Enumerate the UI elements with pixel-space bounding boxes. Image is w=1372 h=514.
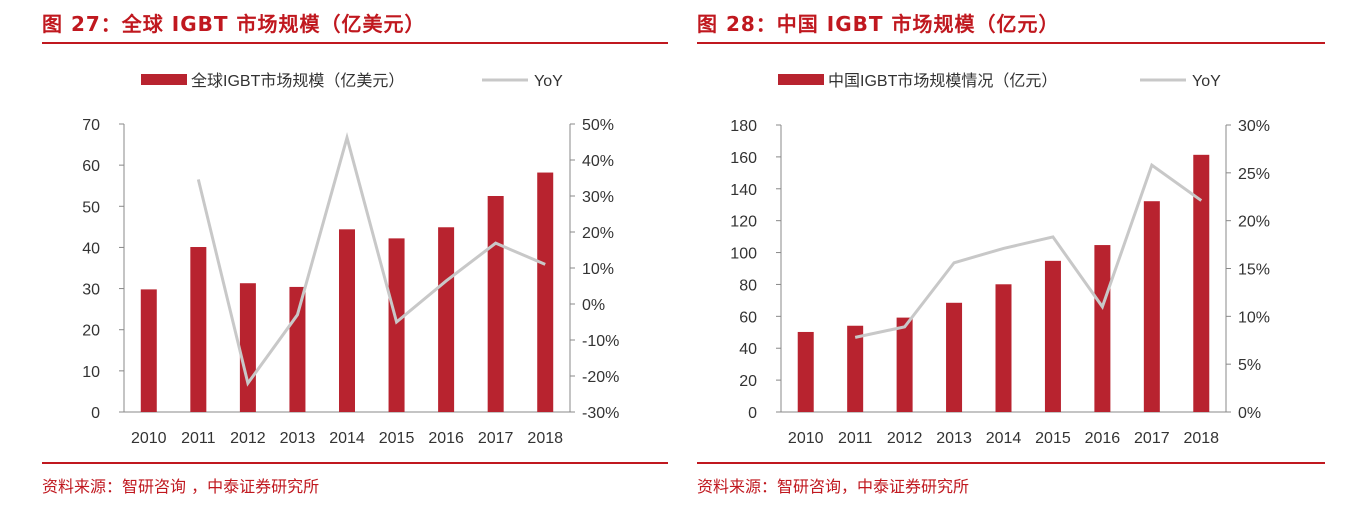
figure-28-source: 资料来源：智研咨询，中泰证券研究所 xyxy=(697,477,970,496)
yoy-line xyxy=(854,162,1203,339)
bar-2016 xyxy=(1094,245,1111,412)
bar-2010 xyxy=(797,331,814,412)
left-tick-label: 60 xyxy=(739,309,757,326)
x-tick-label: 2012 xyxy=(230,430,266,447)
bar-2012 xyxy=(896,317,913,412)
bar-2018 xyxy=(1193,154,1210,412)
figure-28-panel: 图 28：中国 IGBT 市场规模（亿元） 中国IGBT市场规模情况（亿元） Yo… xyxy=(697,0,1325,514)
figure-27-chart: 全球IGBT市场规模（亿美元） YoY 0 10 20 30 40 50 60 70 -30% -20… xyxy=(82,72,619,447)
x-tick-label: 2015 xyxy=(1035,430,1071,447)
left-tick-label: 180 xyxy=(730,118,757,135)
legend-bar-swatch xyxy=(141,74,187,85)
x-tick-label: 2011 xyxy=(181,430,216,447)
right-tick-label: 40% xyxy=(582,153,614,170)
left-tick-label: 40 xyxy=(82,240,100,257)
figure-28-chart: 中国IGBT市场规模情况（亿元） YoY 0 20 40 60 80 100 120 140 160… xyxy=(730,72,1270,447)
legend-line-label: YoY xyxy=(1192,73,1221,90)
right-tick-label: 25% xyxy=(1238,166,1270,183)
legend-bar-label: 中国IGBT市场规模情况（亿元） xyxy=(828,72,1057,90)
legend-line-label: YoY xyxy=(534,73,563,90)
left-tick-label: 70 xyxy=(82,117,100,134)
figure-27-top-rule xyxy=(42,42,668,44)
x-tick-label: 2017 xyxy=(1134,430,1170,447)
bar-2013 xyxy=(289,286,306,412)
right-tick-label: -20% xyxy=(582,369,619,386)
right-tick-label: 30% xyxy=(582,189,614,206)
bar-2013 xyxy=(946,302,963,412)
left-tick-label: 20 xyxy=(739,373,757,390)
x-tick-label: 2010 xyxy=(131,430,167,447)
right-tick-label: -10% xyxy=(582,333,619,350)
right-tick-label: 0% xyxy=(1238,405,1261,422)
figure-27-source: 资料来源：智研咨询 ，中泰证券研究所 xyxy=(42,477,320,496)
left-tick-label: 0 xyxy=(91,405,100,422)
figure-28-top-rule xyxy=(697,42,1325,44)
bar-2011 xyxy=(190,247,207,412)
right-tick-label: 30% xyxy=(1238,118,1270,135)
x-tick-label: 2014 xyxy=(986,430,1022,447)
right-tick-label: 20% xyxy=(582,225,614,242)
bar-2017 xyxy=(487,196,504,412)
right-tick-label: 0% xyxy=(582,297,605,314)
legend-bar-swatch xyxy=(778,74,824,85)
x-tick-label: 2014 xyxy=(329,430,365,447)
x-tick-label: 2011 xyxy=(838,430,873,447)
x-tick-label: 2015 xyxy=(379,430,415,447)
right-tick-label: -30% xyxy=(582,405,619,422)
left-tick-label: 60 xyxy=(82,158,100,175)
bar-2018 xyxy=(537,172,554,412)
figure-28-bottom-rule xyxy=(697,462,1325,464)
left-tick-label: 160 xyxy=(730,150,757,167)
left-tick-label: 100 xyxy=(730,246,757,263)
x-tick-label: 2017 xyxy=(478,430,514,447)
x-tick-label: 2010 xyxy=(788,430,824,447)
bar-2010 xyxy=(140,289,157,412)
x-tick-label: 2012 xyxy=(887,430,923,447)
bar-2012 xyxy=(239,283,256,412)
left-tick-label: 40 xyxy=(739,341,757,358)
figure-28-title: 图 28：中国 IGBT 市场规模（亿元） xyxy=(697,12,1060,36)
x-tick-label: 2018 xyxy=(1183,430,1219,447)
yoy-line xyxy=(196,132,546,387)
bar-2017 xyxy=(1143,201,1160,412)
bar-2014 xyxy=(995,284,1012,412)
right-tick-label: 15% xyxy=(1238,262,1270,279)
figure-27-title: 图 27：全球 IGBT 市场规模（亿美元） xyxy=(42,12,426,36)
right-tick-label: 10% xyxy=(582,261,614,278)
left-tick-label: 30 xyxy=(82,282,100,299)
x-tick-label: 2013 xyxy=(936,430,972,447)
right-tick-label: 50% xyxy=(582,117,614,134)
bar-2014 xyxy=(339,229,355,412)
left-tick-label: 10 xyxy=(82,364,100,381)
x-tick-label: 2013 xyxy=(280,430,316,447)
bar-2015 xyxy=(1044,260,1061,412)
left-tick-label: 0 xyxy=(748,405,757,422)
bar-2011 xyxy=(847,325,864,412)
x-tick-label: 2018 xyxy=(527,430,563,447)
left-tick-label: 80 xyxy=(739,277,757,294)
left-tick-label: 120 xyxy=(730,214,757,231)
right-tick-label: 10% xyxy=(1238,309,1270,326)
left-tick-label: 20 xyxy=(82,323,100,340)
bar-2016 xyxy=(438,227,455,412)
figure-27-bottom-rule xyxy=(42,462,668,464)
figure-27-panel: 图 27：全球 IGBT 市场规模（亿美元） 全球IGBT市场规模（亿美元） Yo… xyxy=(42,0,668,514)
bar-2015 xyxy=(388,238,405,412)
legend-bar-label: 全球IGBT市场规模（亿美元） xyxy=(191,72,404,90)
right-tick-label: 20% xyxy=(1238,214,1270,231)
left-tick-label: 50 xyxy=(82,199,100,216)
x-tick-label: 2016 xyxy=(428,430,464,447)
x-tick-label: 2016 xyxy=(1085,430,1121,447)
left-tick-label: 140 xyxy=(730,182,757,199)
right-tick-label: 5% xyxy=(1238,357,1261,374)
